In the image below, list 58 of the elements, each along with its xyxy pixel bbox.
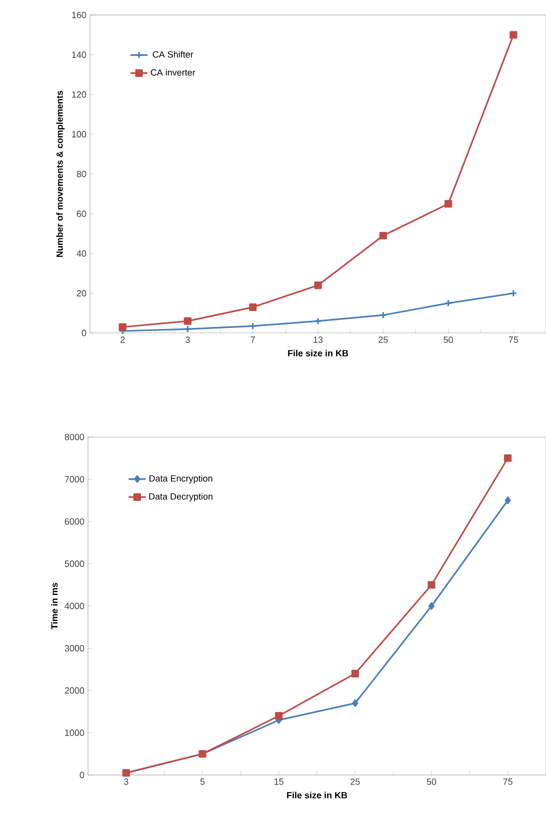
x-tick-label: 25 xyxy=(350,778,360,785)
x-tick-label: 5 xyxy=(200,778,205,785)
x-tick-label: 50 xyxy=(426,778,436,785)
y-tick-label: 140 xyxy=(72,52,86,58)
x-axis-title: File size in KB xyxy=(286,792,347,798)
y-tick-label: 20 xyxy=(76,290,86,296)
point xyxy=(248,303,257,311)
point xyxy=(504,454,512,462)
y-tick-label: 120 xyxy=(72,91,86,98)
point xyxy=(314,282,322,290)
point xyxy=(184,325,192,333)
y-tick-label: 0 xyxy=(80,772,84,778)
point xyxy=(184,317,192,325)
y-tick-label: 5000 xyxy=(64,560,84,567)
x-tick-label: 13 xyxy=(314,336,323,343)
x-tick-label: 50 xyxy=(444,336,453,343)
x-tick-label: 3 xyxy=(124,778,128,785)
y-axis-title: Number of movements & complements xyxy=(56,90,64,257)
x-tick-label: 2 xyxy=(120,336,125,343)
x-tick-label: 3 xyxy=(185,336,190,343)
legend-label: Data Encryption xyxy=(149,475,212,484)
y-tick-label: 6000 xyxy=(64,518,84,525)
y-tick-label: 40 xyxy=(76,250,86,257)
y-tick-label: 60 xyxy=(76,210,86,217)
legend-label: Data Decryption xyxy=(149,493,212,502)
y-tick-label: 160 xyxy=(72,12,86,18)
point xyxy=(352,699,358,707)
y-tick-label: 80 xyxy=(76,170,86,178)
y-tick-label: 4000 xyxy=(64,602,84,610)
y-tick-label: 3000 xyxy=(64,645,84,652)
x-tick-label: 75 xyxy=(503,778,512,785)
point xyxy=(444,299,452,307)
point xyxy=(510,31,518,39)
point xyxy=(314,317,322,325)
x-tick-label: 15 xyxy=(274,778,284,785)
point xyxy=(379,232,387,240)
x-tick-label: 7 xyxy=(250,336,255,343)
point xyxy=(379,311,387,319)
point xyxy=(351,670,359,678)
y-tick-label: 1000 xyxy=(65,730,84,736)
y-tick-label: 2000 xyxy=(64,687,84,694)
y-tick-label: 100 xyxy=(72,131,86,138)
x-tick-label: 25 xyxy=(378,336,388,343)
point xyxy=(504,496,511,504)
y-tick-label: 0 xyxy=(82,330,86,336)
y-axis-title: Time in ms xyxy=(50,582,58,630)
legend-label: CA inverter xyxy=(150,69,196,76)
y-tick-label: 8000 xyxy=(64,434,84,440)
point xyxy=(428,581,436,589)
point xyxy=(428,602,434,610)
legend-label: CA Shifter xyxy=(152,51,194,58)
point xyxy=(444,200,452,208)
point xyxy=(274,712,283,720)
point xyxy=(118,323,126,331)
y-tick-label: 7000 xyxy=(64,476,84,482)
x-axis-title: File size in KB xyxy=(288,350,348,356)
point xyxy=(248,322,257,330)
x-tick-label: 75 xyxy=(508,336,518,343)
